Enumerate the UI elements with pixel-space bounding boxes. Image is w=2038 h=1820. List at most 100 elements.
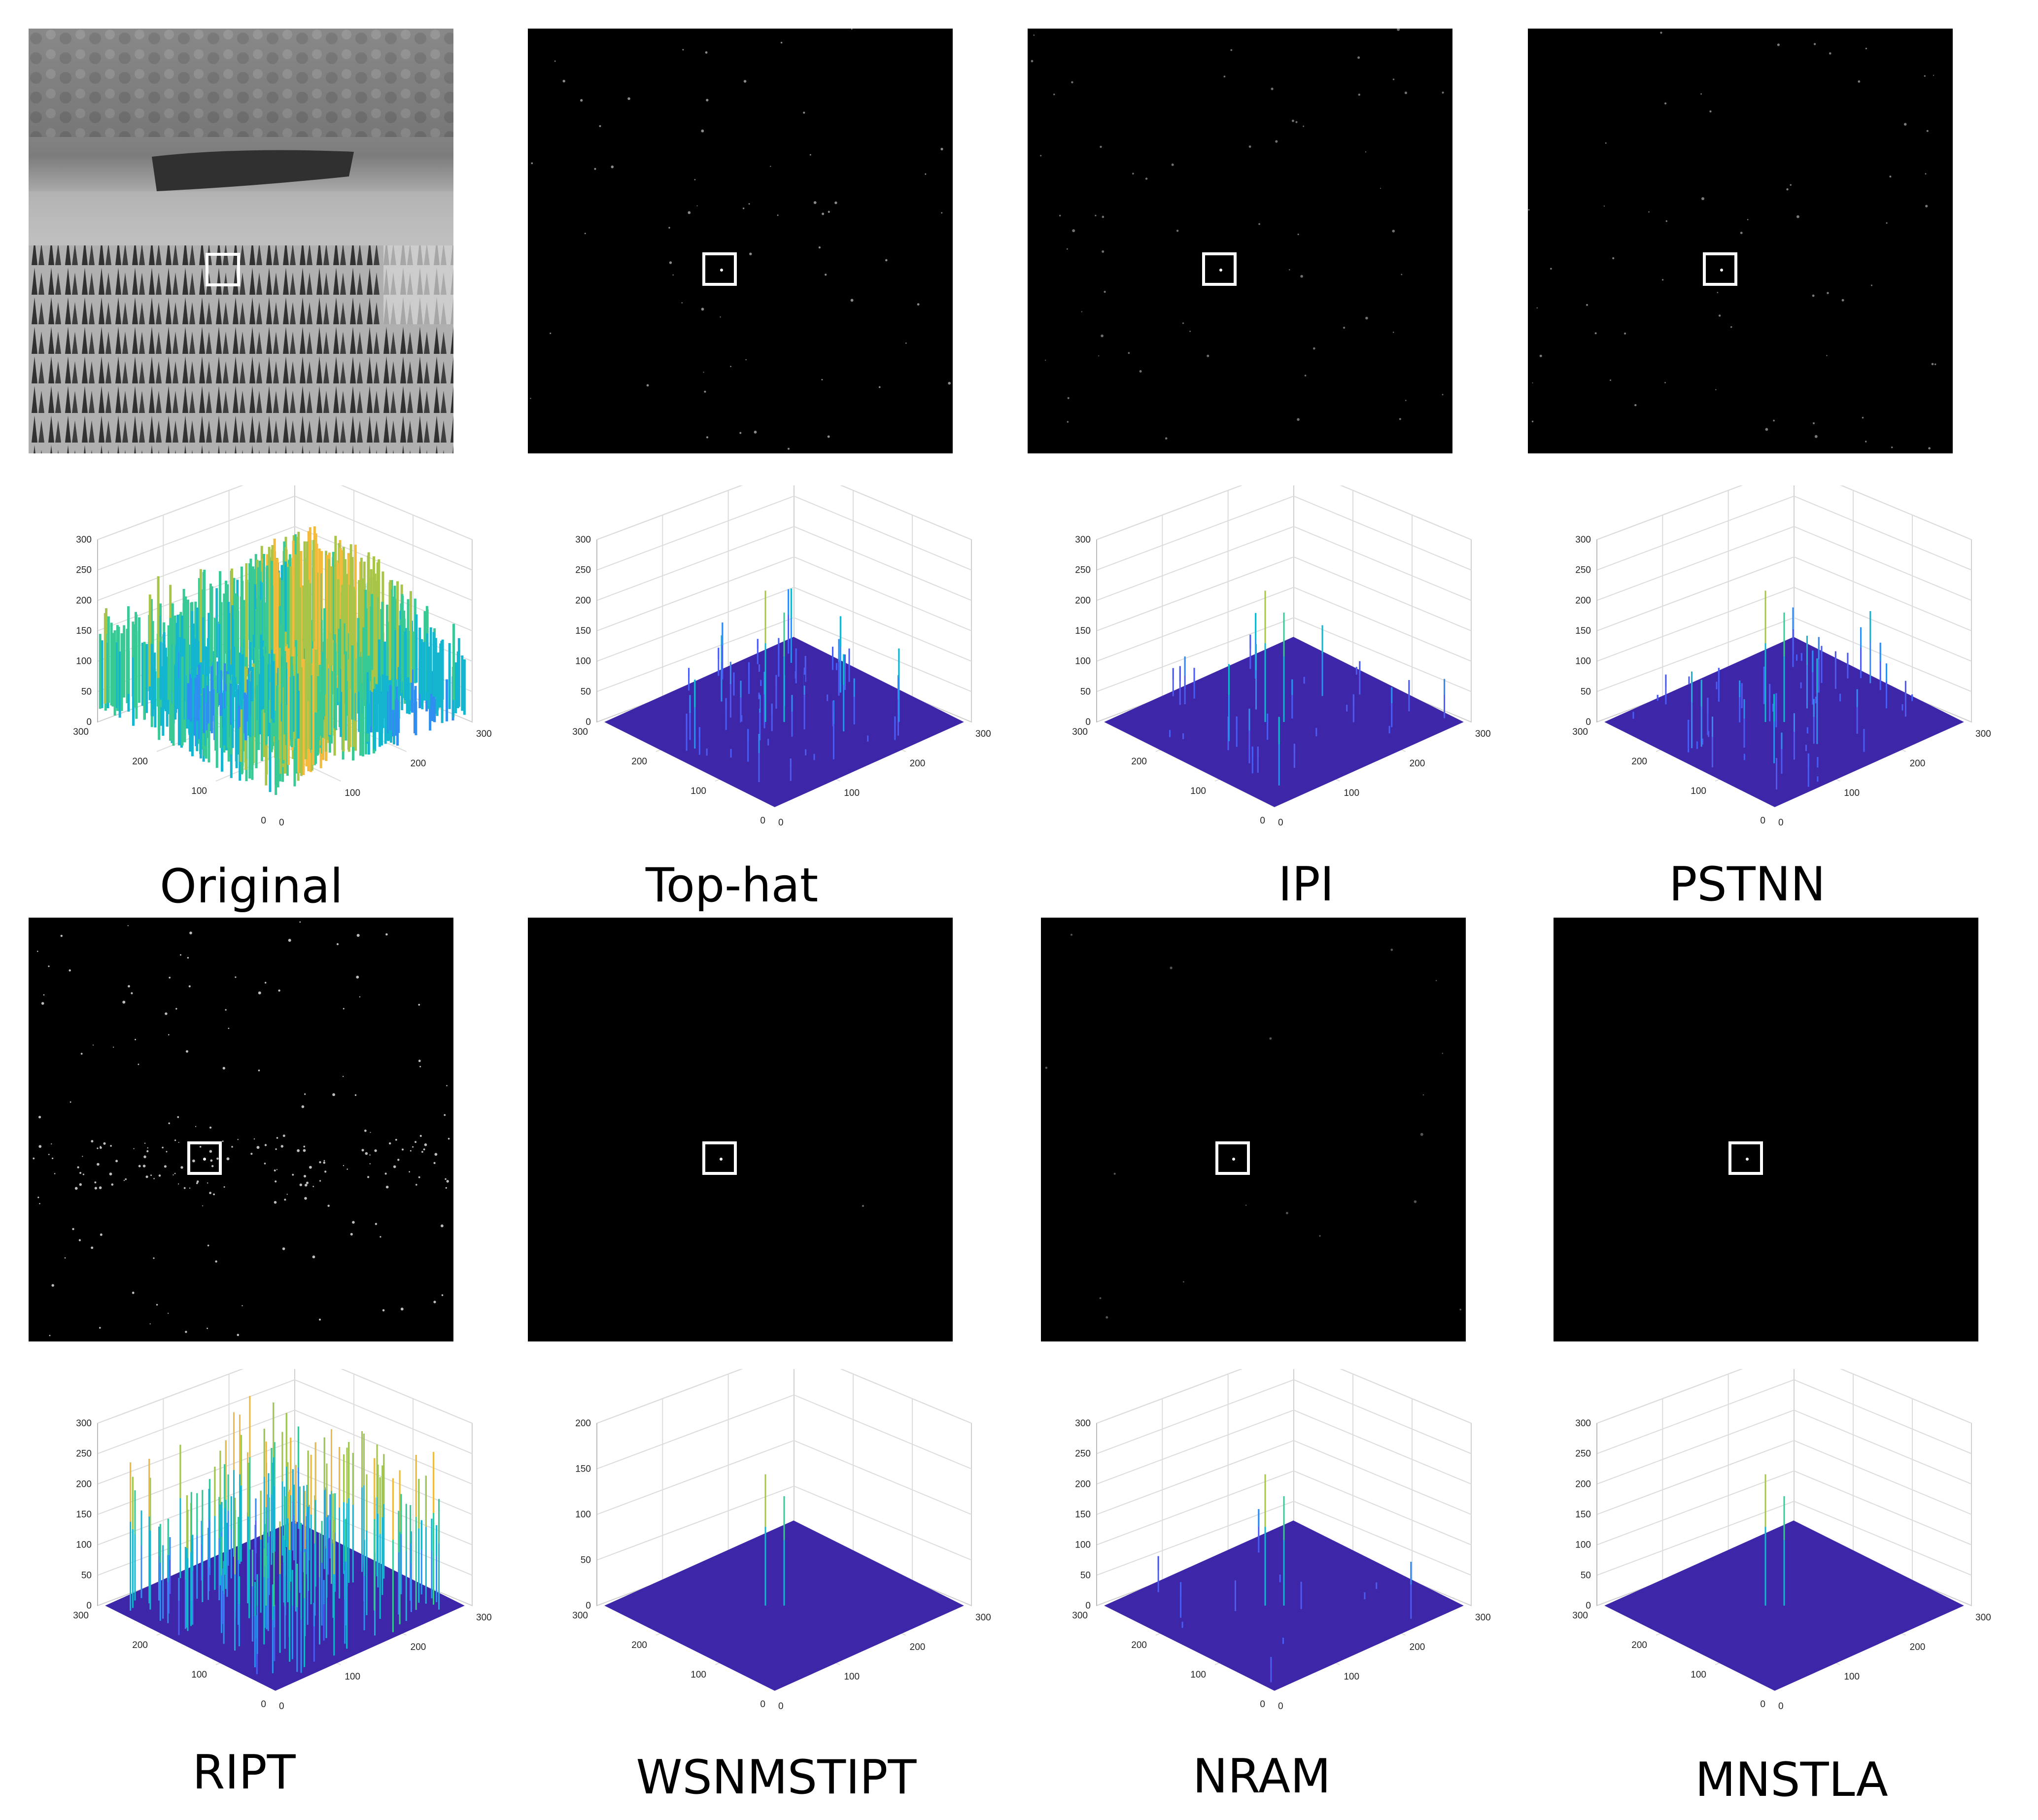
- noise-dot: [1380, 188, 1381, 189]
- noise-dot: [905, 343, 907, 344]
- noise-dot: [682, 49, 684, 51]
- x-tick-label: 200: [411, 758, 426, 769]
- y-tick-label: 100: [1190, 786, 1206, 796]
- noise-dot: [1365, 316, 1368, 320]
- noise-dot: [415, 1184, 417, 1186]
- noise-dot: [1747, 219, 1749, 220]
- caption-ript: RIPT: [192, 1746, 296, 1800]
- x-tick-label: 0: [778, 818, 784, 828]
- y-tick-label: 100: [1691, 1670, 1706, 1680]
- surface-spikes: [764, 1474, 785, 1606]
- plot-original: 0 50 100 150 200 250 300 0 100 200 300 0 100 200 300: [29, 485, 526, 840]
- z-tick-label: 50: [1581, 1570, 1591, 1580]
- noise-dot: [138, 1064, 139, 1065]
- x-tick-label: 200: [910, 758, 926, 769]
- noise-dot: [365, 1152, 368, 1155]
- caption-wsnmstipt: WSNMSTIPT: [636, 1751, 917, 1805]
- residual-noise: [530, 29, 951, 450]
- noise-dot: [77, 1166, 79, 1168]
- noise-dot: [100, 1146, 102, 1149]
- noise-dot: [135, 1038, 137, 1040]
- residual-noise: [1031, 29, 1444, 440]
- noise-dot: [402, 1148, 404, 1151]
- noise-dot: [1401, 274, 1403, 275]
- noise-dot: [319, 1180, 321, 1182]
- noise-dot: [39, 1203, 40, 1204]
- noise-dot: [1933, 74, 1934, 76]
- noise-dot: [834, 201, 837, 205]
- noise-dot: [237, 1139, 239, 1140]
- y-tick-label: 0: [1760, 816, 1765, 826]
- noise-dot: [788, 447, 790, 450]
- z-tick-label: 0: [1085, 1601, 1091, 1611]
- noise-dot: [851, 29, 853, 30]
- plot-ript: 0 50 100 150 200 250 300 0 100 200 300 0 100 200 300: [29, 1369, 526, 1724]
- noise-dot: [1528, 209, 1530, 211]
- plot-nram: 0 50 100 150 200 250 300 0 100 200 300 0 100 200 300: [1028, 1369, 1525, 1724]
- noise-dot: [409, 1171, 411, 1173]
- noise-dot: [189, 1187, 191, 1189]
- noise-dot: [418, 1003, 420, 1006]
- surface-spikes: [1157, 1474, 1412, 1683]
- noise-dot: [1113, 1172, 1116, 1175]
- surface-spikes: [1169, 590, 1446, 786]
- residual-noise: [1528, 32, 1936, 450]
- noise-dot: [278, 989, 280, 992]
- noise-dot: [742, 207, 745, 209]
- noise-dot: [202, 1205, 204, 1206]
- noise-dot: [1786, 188, 1789, 191]
- noise-dot: [1827, 292, 1829, 294]
- noise-dot: [599, 125, 601, 127]
- noise-dot: [1536, 307, 1538, 309]
- nram-result: [1041, 918, 1466, 1341]
- z-tick-label: 100: [1075, 656, 1091, 667]
- noise-dot: [304, 1197, 307, 1200]
- noise-dot: [1605, 142, 1607, 144]
- noise-dot: [177, 1116, 179, 1118]
- y-tick-label: 200: [631, 1640, 647, 1650]
- noise-dot: [297, 1149, 300, 1152]
- noise-dot: [196, 1180, 199, 1183]
- noise-dot: [69, 969, 71, 972]
- noise-dot: [1176, 230, 1179, 232]
- noise-dot: [209, 1126, 212, 1129]
- noise-dot: [1865, 47, 1867, 50]
- target-box: [702, 1141, 737, 1175]
- noise-dot: [1931, 363, 1934, 366]
- noise-dot: [237, 1334, 240, 1337]
- x-tick-label: 200: [411, 1642, 426, 1652]
- z-tick-label: 100: [76, 656, 92, 667]
- noise-dot: [415, 1141, 417, 1143]
- noise-dot: [1709, 110, 1712, 113]
- noise-dot: [319, 1161, 321, 1164]
- noise-dot: [264, 982, 267, 984]
- image-tophat: [528, 29, 953, 453]
- surface-spikes: [686, 588, 900, 782]
- noise-dot: [303, 1175, 307, 1178]
- noise-dot: [189, 931, 192, 934]
- image-mnstla: [1554, 918, 1978, 1341]
- noise-dot: [343, 1008, 345, 1010]
- noise-dot: [1777, 43, 1780, 46]
- residual-noise: [1045, 933, 1461, 1319]
- y-tick-label: 200: [1131, 1640, 1147, 1650]
- noise-dot: [878, 386, 881, 388]
- surface-spikes: [1764, 1474, 1785, 1606]
- noise-dot: [1098, 355, 1100, 357]
- noise-dot: [165, 1012, 168, 1015]
- noise-dot: [1248, 145, 1251, 148]
- noise-dot: [1924, 75, 1926, 77]
- noise-dot: [418, 1060, 421, 1063]
- noise-dot: [1422, 1094, 1424, 1096]
- noise-dot: [288, 939, 291, 942]
- y-tick-label: 200: [132, 756, 148, 767]
- tophat-result: [528, 29, 953, 453]
- z-tick-label: 0: [586, 1601, 591, 1611]
- target-box: [702, 252, 737, 286]
- noise-dot: [180, 1166, 183, 1169]
- noise-dot: [100, 1233, 103, 1236]
- noise-dot: [1701, 197, 1704, 201]
- noise-dot: [210, 1159, 213, 1162]
- noise-dot: [1634, 404, 1637, 407]
- plot-ipi: 0 50 100 150 200 250 300 0 100 200 300 0 100 200 300: [1028, 485, 1525, 840]
